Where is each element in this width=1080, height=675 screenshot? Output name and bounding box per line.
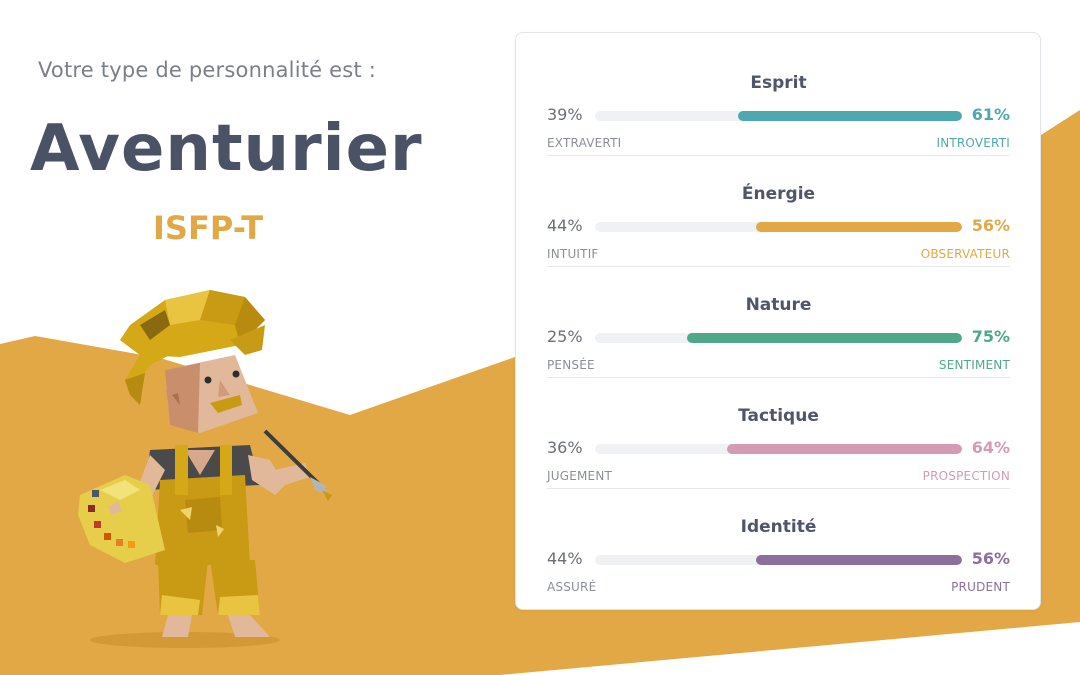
trait-left-percent: 44% [547,549,583,568]
trait-energie: Énergie 44% 56% INTUITIF OBSERVATEUR [547,156,1010,267]
trait-bar-track [595,444,962,454]
trait-title: Nature [745,295,812,315]
trait-right-label: OBSERVATEUR [920,247,1010,261]
trait-left-label: EXTRAVERTI [547,136,622,150]
trait-divider [547,377,1010,378]
trait-left-percent: 39% [547,105,583,124]
trait-bar-track [595,111,962,121]
adventurer-illustration-icon [78,290,332,648]
trait-right-percent: 56% [971,216,1010,235]
trait-title: Tactique [738,406,819,426]
trait-title: Esprit [750,73,807,93]
trait-left-label: INTUITIF [547,247,599,261]
personality-type-name: Aventurier [30,112,423,186]
personality-type-code: ISFP-T [153,209,264,247]
trait-bar-track [595,555,962,565]
trait-right-label: SENTIMENT [938,358,1010,372]
trait-right-label: PROSPECTION [922,469,1010,483]
trait-left-label: ASSURÉ [547,580,597,594]
trait-left-percent: 44% [547,216,583,235]
trait-bar-fill [738,111,962,121]
trait-nature: Nature 25% 75% PENSÉE SENTIMENT [547,267,1010,378]
trait-left-label: PENSÉE [547,358,595,372]
trait-identite: Identité 44% 56% ASSURÉ PRUDENT [547,489,1010,600]
trait-right-percent: 64% [971,438,1010,457]
trait-bar-fill [686,333,962,343]
trait-left-label: JUGEMENT [547,469,613,483]
intro-text: Votre type de personnalité est : [38,58,377,82]
trait-results-card: Esprit 39% 61% EXTRAVERTI INTROVERTI Éne… [515,32,1041,610]
trait-right-percent: 56% [971,549,1010,568]
trait-left-percent: 36% [547,438,583,457]
trait-divider [547,488,1010,489]
trait-esprit: Esprit 39% 61% EXTRAVERTI INTROVERTI [547,45,1010,156]
trait-left-percent: 25% [547,327,583,346]
trait-divider [547,155,1010,156]
trait-title: Identité [740,517,817,537]
trait-right-label: PRUDENT [951,580,1010,594]
trait-bar-track [595,222,962,232]
trait-title: Énergie [741,184,816,204]
trait-right-label: INTROVERTI [936,136,1010,150]
trait-bar-fill [756,222,962,232]
trait-divider [547,266,1010,267]
trait-bar-fill [727,444,962,454]
trait-bar-track [595,333,962,343]
trait-tactique: Tactique 36% 64% JUGEMENT PROSPECTION [547,378,1010,489]
trait-right-percent: 61% [971,105,1010,124]
trait-right-percent: 75% [971,327,1010,346]
trait-bar-fill [756,555,962,565]
